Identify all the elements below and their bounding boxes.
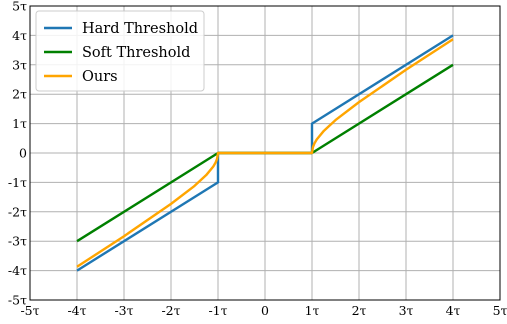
tick-labels: -5τ -4τ -3τ -2τ -1τ 0 1τ 2τ 3τ 4τ 5τ -5τ -4τ -3τ -2τ -1… bbox=[8, 0, 507, 318]
x-tick-label: 5τ bbox=[493, 303, 507, 318]
y-tick-label: 4τ bbox=[12, 28, 27, 43]
x-tick-label: -5τ bbox=[20, 303, 39, 318]
y-tick-label: -1τ bbox=[8, 175, 27, 190]
y-tick-label: -3τ bbox=[8, 234, 27, 249]
legend-box bbox=[35, 10, 205, 92]
y-tick-label: 2τ bbox=[12, 87, 27, 102]
y-tick-label: -5τ bbox=[8, 293, 27, 308]
x-tick-label: 0 bbox=[261, 303, 269, 318]
legend-label: Ours bbox=[82, 69, 118, 85]
plot-frame bbox=[29, 5, 501, 301]
y-tick-label: -2τ bbox=[8, 204, 27, 219]
x-tick-label: -3τ bbox=[114, 303, 133, 318]
series-lines bbox=[76, 34, 454, 272]
x-tick-label: 2τ bbox=[352, 303, 367, 318]
x-tick-label: 4τ bbox=[446, 303, 461, 318]
legend-label: Hard Threshold bbox=[82, 21, 198, 37]
y-tick-label: 1τ bbox=[12, 116, 27, 131]
y-tick-label: 5τ bbox=[12, 0, 27, 14]
y-tick-label: 3τ bbox=[12, 57, 27, 72]
y-tick-label: 0 bbox=[19, 146, 27, 161]
y-tick-label: -4τ bbox=[8, 263, 27, 278]
x-tick-label: -2τ bbox=[161, 303, 180, 318]
legend-label: Soft Threshold bbox=[82, 45, 190, 61]
x-tick-label: 3τ bbox=[399, 303, 414, 318]
series-line-2 bbox=[76, 38, 454, 268]
x-tick-label: -1τ bbox=[208, 303, 227, 318]
legend: Hard Threshold Soft Threshold Ours bbox=[35, 10, 205, 92]
x-tick-label: 1τ bbox=[305, 303, 320, 318]
x-tick-label: -4τ bbox=[67, 303, 86, 318]
